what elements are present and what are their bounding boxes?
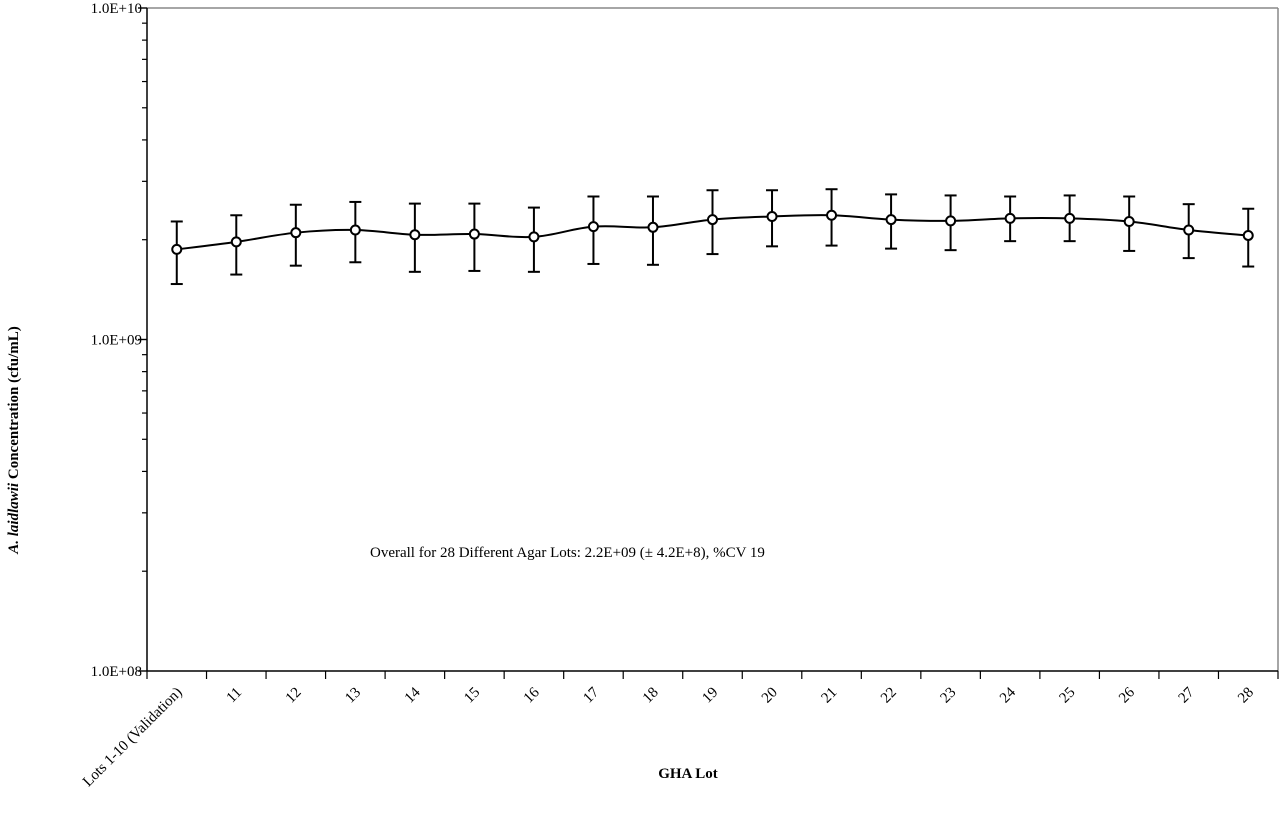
x-tick-label: 16: [521, 684, 543, 706]
data-point: [349, 224, 361, 236]
y-axis-label-italic: A. laidlawii: [6, 482, 22, 555]
data-point: [826, 209, 838, 221]
x-tick-label: 13: [342, 685, 364, 707]
chart-annotation: Overall for 28 Different Agar Lots: 2.2E…: [370, 545, 765, 561]
data-point: [1242, 229, 1254, 241]
data-point: [885, 214, 897, 226]
x-tick-label: 17: [580, 684, 602, 706]
y-axis-label: A. laidlawii Concentration (cfu/mL): [6, 326, 22, 555]
data-point: [290, 227, 302, 239]
x-tick-label: Lots 1-10 (Validation): [80, 685, 186, 791]
data-point: [409, 229, 421, 241]
data-point: [647, 221, 659, 233]
series-line: [170, 188, 1255, 286]
x-tick-label: 15: [461, 685, 483, 707]
y-axis-label-rest: Concentration (cfu/mL): [6, 326, 22, 483]
x-tick-label: 25: [1057, 685, 1079, 707]
y-tick-label: 1.0E+09: [91, 333, 142, 349]
x-tick-label: 19: [699, 685, 721, 707]
data-point: [230, 236, 242, 248]
x-tick-label: 12: [283, 685, 305, 707]
x-tick-label: 20: [759, 685, 781, 707]
data-point: [1064, 212, 1076, 224]
data-point: [766, 210, 778, 222]
data-point: [707, 214, 718, 226]
data-point: [1004, 212, 1016, 224]
y-axis: 1.0E+08 1.0E+09 1.0E+10: [91, 1, 148, 680]
x-tick-label: 14: [402, 684, 424, 706]
x-tick-label: 18: [640, 685, 662, 707]
x-tick-label: 24: [997, 684, 1019, 706]
x-tick-label: 26: [1116, 684, 1138, 706]
data-point: [1123, 215, 1135, 227]
x-tick-label: 21: [818, 685, 840, 707]
data-point: [1183, 224, 1195, 236]
y-tick-label: 1.0E+10: [91, 1, 142, 17]
data-point: [468, 228, 480, 240]
data-point: [528, 231, 540, 243]
y-tick-label: 1.0E+08: [91, 664, 142, 680]
x-axis-label: GHA Lot: [658, 766, 718, 782]
x-tick-label: 28: [1235, 685, 1257, 707]
data-point: [587, 221, 599, 233]
data-point: [945, 215, 957, 227]
x-tick-label: 22: [878, 685, 900, 707]
x-tick-label: 11: [224, 685, 246, 707]
plot-area: [147, 7, 1279, 671]
x-tick-label: 23: [938, 685, 960, 707]
x-tick-label: 27: [1176, 684, 1198, 706]
data-point: [171, 243, 183, 255]
